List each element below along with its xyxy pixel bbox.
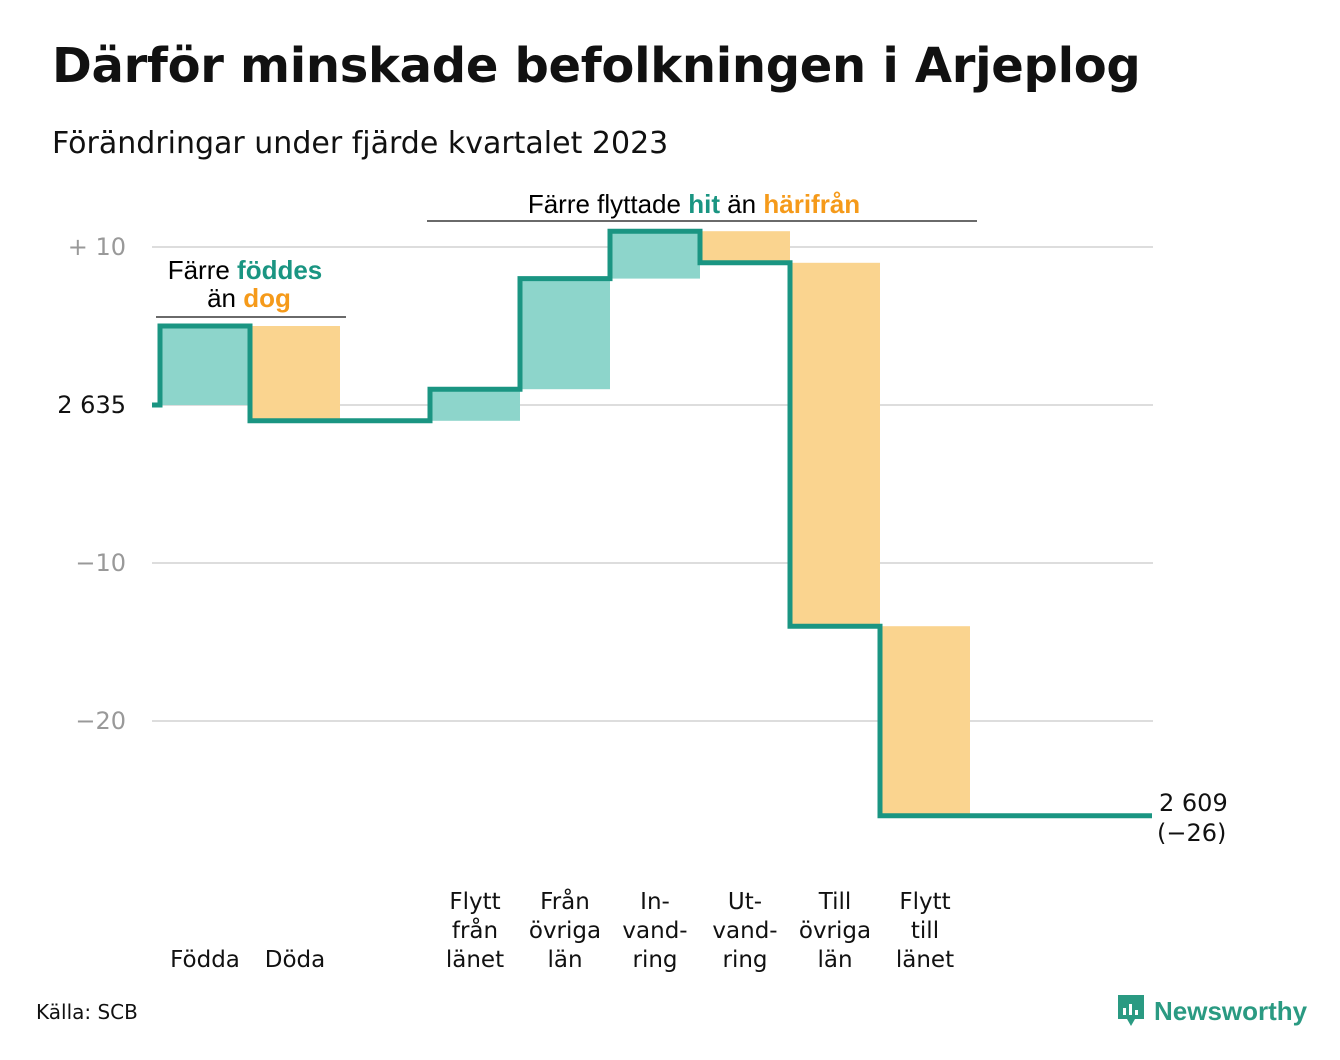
cumulative-step-line xyxy=(152,228,1152,819)
bar-3 xyxy=(520,278,610,390)
category-label: In- xyxy=(640,889,670,915)
annotation-births-line1: Färre föddes xyxy=(168,255,323,285)
bar-0 xyxy=(160,326,250,405)
category-label: Döda xyxy=(265,947,325,973)
y-tick-label: −10 xyxy=(75,549,126,577)
end-value-label: 2 609 (−26) xyxy=(1157,789,1228,847)
chart-title: Därför minskade befolkningen i Arjeplog xyxy=(52,38,1141,94)
category-label: ring xyxy=(632,947,677,973)
category-label: vand- xyxy=(622,918,687,944)
category-label: vand- xyxy=(712,918,777,944)
bar-1 xyxy=(250,326,340,421)
bars xyxy=(160,231,970,816)
category-label: länet xyxy=(446,947,504,973)
category-label: Till xyxy=(818,889,852,915)
category-label: län xyxy=(817,947,852,973)
annotation-births-deaths: Färre föddes än dog xyxy=(156,255,346,318)
y-tick-label: + 10 xyxy=(68,233,126,261)
chart-subtitle: Förändringar under fjärde kvartalet 2023 xyxy=(52,126,669,161)
category-label: Flytt xyxy=(449,889,500,915)
annotation-migration-prefix: Färre flyttade xyxy=(528,189,688,219)
bar-4 xyxy=(610,231,700,279)
category-labels: Födda DödaFlyttfrånlänetFrånövrigalänIn-v… xyxy=(170,887,954,973)
category-label: Från xyxy=(540,887,590,915)
y-axis-ticks: + 10 2 635 −10 −20 xyxy=(57,233,126,735)
bar-2 xyxy=(430,389,520,421)
category-label: länet xyxy=(896,947,954,973)
annotation-migration-in: hit xyxy=(688,189,720,219)
source-note: Källa: SCB xyxy=(36,1000,138,1024)
newsworthy-icon xyxy=(1118,995,1144,1026)
category-label: Flytt xyxy=(899,889,950,915)
end-change: (−26) xyxy=(1157,819,1226,847)
annotation-migration-out: härifrån xyxy=(763,189,860,219)
annotation-deaths-highlight: dog xyxy=(243,283,291,313)
bar-5 xyxy=(700,231,790,263)
annotation-migration-text: Färre flyttade hit än härifrån xyxy=(528,189,860,219)
annotation-births-line2: än dog xyxy=(207,283,291,313)
category-label: Födda xyxy=(170,947,240,973)
end-value: 2 609 xyxy=(1159,789,1228,817)
category-label: län xyxy=(547,947,582,973)
category-label: ring xyxy=(722,947,767,973)
bar-6 xyxy=(790,262,880,627)
annotation-migration-middle: än xyxy=(720,189,763,219)
category-label: från xyxy=(452,916,498,944)
grid-lines xyxy=(152,246,1153,722)
category-label: övriga xyxy=(799,918,871,944)
category-label: till xyxy=(911,918,939,944)
brand-name: Newsworthy xyxy=(1154,995,1308,1026)
bar-7 xyxy=(880,626,970,816)
annotation-births-prefix: Färre xyxy=(168,255,237,285)
annotation-migration: Färre flyttade hit än härifrån xyxy=(427,189,977,222)
annotation-births-highlight: föddes xyxy=(237,255,322,285)
category-label: Ut- xyxy=(728,889,762,915)
y-tick-label: −20 xyxy=(75,707,126,735)
category-label: övriga xyxy=(529,918,601,944)
annotation-deaths-prefix: än xyxy=(207,283,243,313)
newsworthy-logo: Newsworthy xyxy=(1116,993,1307,1029)
baseline-label: 2 635 xyxy=(57,391,126,419)
